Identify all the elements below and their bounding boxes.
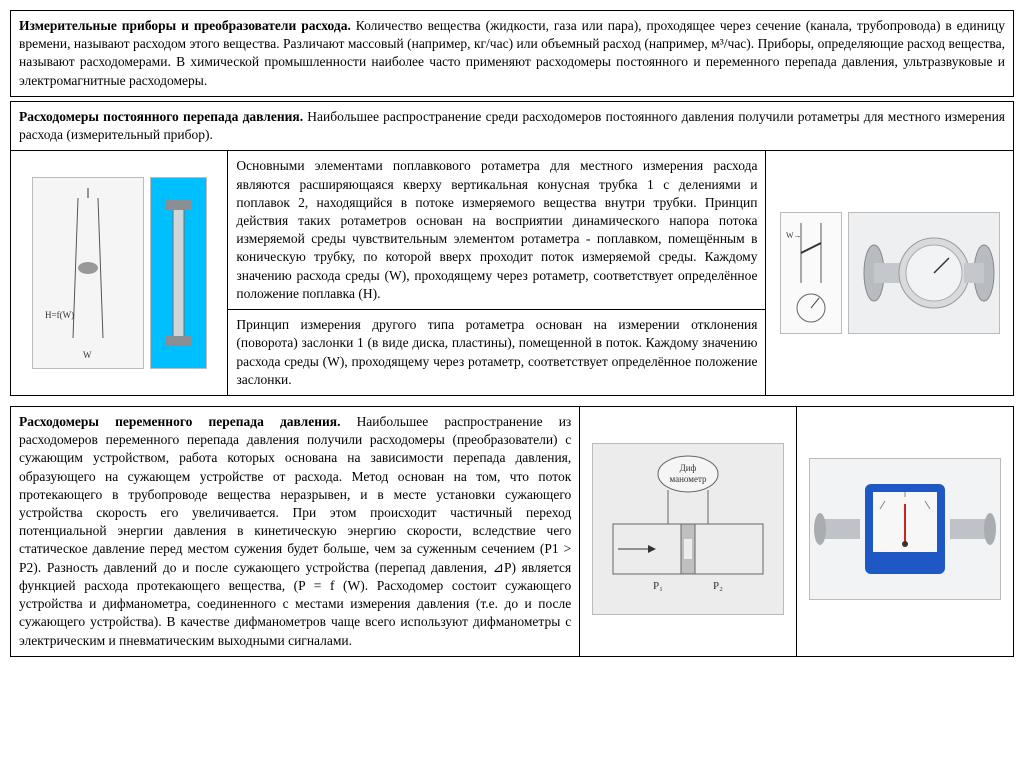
constant-right-image-cell: W→: [766, 151, 1014, 396]
svg-text:Диф: Диф: [680, 463, 697, 473]
variable-section-table: Расходомеры переменного перепада давлени…: [10, 406, 1014, 657]
svg-text:манометр: манометр: [670, 474, 708, 484]
constant-para2: Принцип измерения другого типа ротаметра…: [236, 317, 757, 387]
variable-text-cell: Расходомеры переменного перепада давлени…: [11, 406, 580, 656]
svg-text:P₂: P₂: [713, 580, 723, 592]
orifice-schematic-image: Диф манометр P₁ P₂: [592, 443, 784, 615]
variable-schematic-cell: Диф манометр P₁ P₂: [580, 406, 797, 656]
svg-text:W: W: [83, 350, 92, 360]
constant-para2-cell: Принцип измерения другого типа ротаметра…: [228, 310, 766, 396]
flange-meter-image: [848, 212, 1000, 334]
intro-title: Измерительные приборы и преобразователи …: [19, 18, 351, 33]
constant-section-table: Расходомеры постоянного перепада давлени…: [10, 101, 1014, 396]
variable-body: Наибольшее распространение из расходомер…: [19, 414, 571, 648]
constant-left-image-cell: H=f(W) W: [11, 151, 228, 396]
constant-title: Расходомеры постоянного перепада давлени…: [19, 109, 303, 124]
dp-meter-image: [809, 458, 1001, 600]
svg-text:P₁: P₁: [653, 580, 663, 592]
variable-title: Расходомеры переменного перепада давлени…: [19, 414, 340, 429]
variable-meter-cell: [797, 406, 1014, 656]
rotameter-schematic-image: H=f(W) W: [32, 177, 144, 369]
intro-box: Измерительные приборы и преобразователи …: [10, 10, 1014, 97]
svg-text:H=f(W): H=f(W): [45, 310, 74, 320]
constant-header-cell: Расходомеры постоянного перепада давлени…: [11, 101, 1014, 150]
deflection-schematic-image: W→: [780, 212, 842, 334]
rotameter-photo-image: [150, 177, 207, 369]
svg-text:W→: W→: [786, 231, 802, 240]
constant-para1: Основными элементами поплавкового ротаме…: [236, 158, 757, 301]
constant-para1-cell: Основными элементами поплавкового ротаме…: [228, 151, 766, 310]
